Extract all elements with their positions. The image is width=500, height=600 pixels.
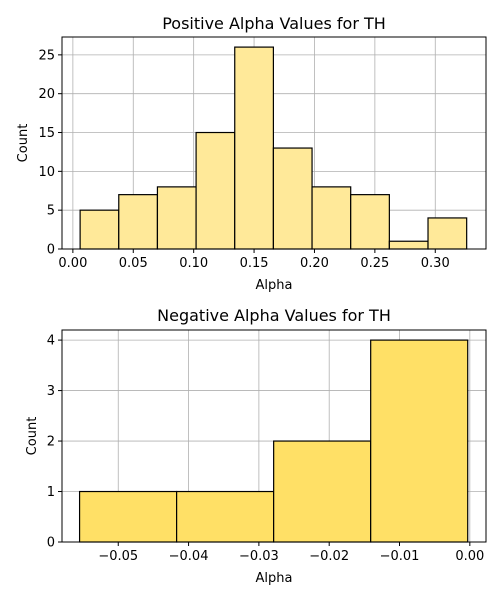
histogram-bar: [427, 217, 468, 250]
x-axis-label: Alpha: [256, 571, 293, 586]
chart-title: Negative Alpha Values for TH: [157, 306, 391, 325]
axes-frame: [61, 329, 487, 543]
y-tick-label: 1: [47, 485, 55, 500]
y-tick-label: 5: [47, 204, 55, 219]
histogram-bar: [176, 490, 275, 543]
x-tick-label: 0.05: [119, 256, 148, 271]
x-tick-label: −0.03: [239, 549, 279, 564]
chart-title: Positive Alpha Values for TH: [162, 14, 386, 33]
y-axis-label: Count: [16, 124, 31, 163]
histogram-bar: [118, 194, 159, 250]
x-tick-label: 0.20: [300, 256, 329, 271]
y-tick-label: 4: [47, 334, 55, 349]
histogram-bar: [234, 46, 274, 250]
x-tick-label: −0.05: [98, 549, 138, 564]
histogram-bar: [388, 240, 429, 250]
histogram-bar: [195, 131, 236, 250]
y-tick-label: 0: [47, 536, 55, 551]
x-tick-label: 0.25: [360, 256, 389, 271]
x-tick-label: 0.15: [240, 256, 269, 271]
histogram-bar: [156, 186, 197, 250]
histogram-bar: [350, 194, 390, 250]
axes-frame: [61, 36, 487, 250]
y-tick-label: 3: [47, 384, 55, 399]
y-tick-label: 2: [47, 435, 55, 450]
y-tick-label: 15: [38, 126, 55, 141]
histogram-bar: [272, 147, 313, 250]
y-axis-label: Count: [25, 417, 40, 456]
y-tick-label: 25: [38, 48, 55, 63]
x-tick-label: −0.02: [309, 549, 349, 564]
x-tick-label: −0.01: [380, 549, 420, 564]
x-axis-label: Alpha: [256, 278, 293, 293]
histogram-bar: [311, 186, 352, 250]
x-tick-label: −0.04: [169, 549, 209, 564]
histogram-bar: [78, 490, 178, 543]
y-tick-label: 20: [38, 87, 55, 102]
x-tick-label: 0.10: [179, 256, 208, 271]
x-tick-label: 0.00: [58, 256, 87, 271]
y-tick-label: 0: [47, 243, 55, 258]
negative-alpha-histogram: −0.05 −0.04 −0.03 −0.02 −0.01 0.00 0 1 2 3 4 Negati…: [25, 306, 487, 586]
positive-alpha-histogram: 0.00 0.05 0.10 0.15 0.20 0.25 0.30 0 5 10 15 20 25 Po…: [16, 14, 487, 293]
x-tick-label: 0.00: [455, 549, 484, 564]
y-tick-label: 10: [38, 165, 55, 180]
x-tick-label: 0.30: [421, 256, 450, 271]
histogram-bar: [370, 339, 469, 543]
histogram-bar: [273, 440, 372, 543]
histogram-bar: [79, 209, 120, 250]
